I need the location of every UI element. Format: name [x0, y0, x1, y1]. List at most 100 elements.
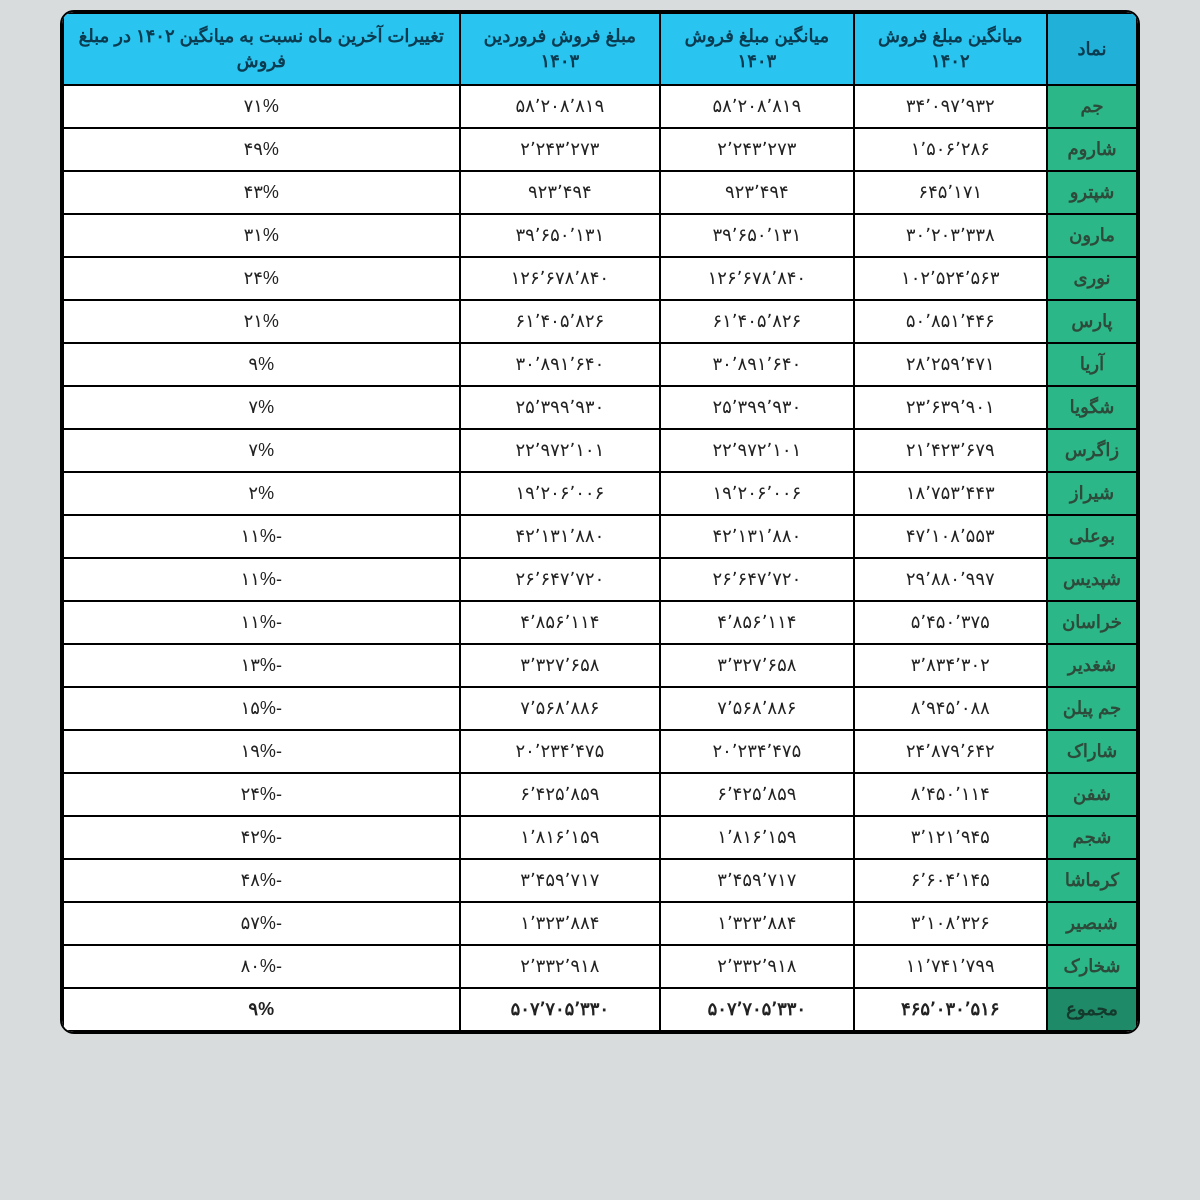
symbol-cell: شبصیر	[1047, 902, 1137, 945]
avg1403-cell: ۲۲٬۹۷۲٬۱۰۱	[660, 429, 853, 472]
farvardin1403-cell: ۳۹٬۶۵۰٬۱۳۱	[460, 214, 661, 257]
avg1402-cell: ۳٬۸۳۴٬۳۰۲	[854, 644, 1047, 687]
table-row: پارس۵۰٬۸۵۱٬۴۴۶۶۱٬۴۰۵٬۸۲۶۶۱٬۴۰۵٬۸۲۶۲۱%	[63, 300, 1137, 343]
avg1402-cell: ۱۱٬۷۴۱٬۷۹۹	[854, 945, 1047, 988]
avg1403-cell: ۳۰٬۸۹۱٬۶۴۰	[660, 343, 853, 386]
change-cell: -۱۳%	[63, 644, 460, 687]
avg1402-cell: ۱۸٬۷۵۳٬۴۴۳	[854, 472, 1047, 515]
avg1403-cell: ۶۱٬۴۰۵٬۸۲۶	[660, 300, 853, 343]
farvardin1403-cell: ۲٬۲۴۳٬۲۷۳	[460, 128, 661, 171]
table-row: خراسان۵٬۴۵۰٬۳۷۵۴٬۸۵۶٬۱۱۴۴٬۸۵۶٬۱۱۴-۱۱%	[63, 601, 1137, 644]
avg1403-cell: ۳٬۴۵۹٬۷۱۷	[660, 859, 853, 902]
avg1402-cell: ۴۶۵٬۰۳۰٬۵۱۶	[854, 988, 1047, 1031]
symbol-cell: بوعلی	[1047, 515, 1137, 558]
avg1402-cell: ۲۴٬۸۷۹٬۶۴۲	[854, 730, 1047, 773]
avg1403-cell: ۵۸٬۲۰۸٬۸۱۹	[660, 85, 853, 128]
sales-table-wrapper: نماد میانگین مبلغ فروش ۱۴۰۲ میانگین مبلغ…	[60, 10, 1140, 1034]
avg1402-cell: ۳۰٬۲۰۳٬۳۳۸	[854, 214, 1047, 257]
avg1403-cell: ۴٬۸۵۶٬۱۱۴	[660, 601, 853, 644]
change-cell: ۲۴%	[63, 257, 460, 300]
avg1402-cell: ۵۰٬۸۵۱٬۴۴۶	[854, 300, 1047, 343]
change-cell: ۳۱%	[63, 214, 460, 257]
table-row: شفن۸٬۴۵۰٬۱۱۴۶٬۴۲۵٬۸۵۹۶٬۴۲۵٬۸۵۹-۲۴%	[63, 773, 1137, 816]
avg1403-cell: ۹۲۳٬۴۹۴	[660, 171, 853, 214]
farvardin1403-cell: ۳٬۳۲۷٬۶۵۸	[460, 644, 661, 687]
table-row: جم۳۴٬۰۹۷٬۹۳۲۵۸٬۲۰۸٬۸۱۹۵۸٬۲۰۸٬۸۱۹۷۱%	[63, 85, 1137, 128]
symbol-cell: شفن	[1047, 773, 1137, 816]
change-cell: ۷%	[63, 386, 460, 429]
avg1403-cell: ۵۰۷٬۷۰۵٬۳۳۰	[660, 988, 853, 1031]
farvardin1403-cell: ۳۰٬۸۹۱٬۶۴۰	[460, 343, 661, 386]
avg1402-cell: ۳٬۱۲۱٬۹۴۵	[854, 816, 1047, 859]
change-cell: ۴۳%	[63, 171, 460, 214]
change-cell: -۱۱%	[63, 558, 460, 601]
avg1402-cell: ۸٬۹۴۵٬۰۸۸	[854, 687, 1047, 730]
symbol-cell: شیراز	[1047, 472, 1137, 515]
symbol-cell: شجم	[1047, 816, 1137, 859]
symbol-cell: شپترو	[1047, 171, 1137, 214]
table-body: جم۳۴٬۰۹۷٬۹۳۲۵۸٬۲۰۸٬۸۱۹۵۸٬۲۰۸٬۸۱۹۷۱%شاروم…	[63, 85, 1137, 1031]
avg1403-cell: ۲۵٬۳۹۹٬۹۳۰	[660, 386, 853, 429]
col-farvardin1403: مبلغ فروش فروردین ۱۴۰۳	[460, 13, 661, 85]
farvardin1403-cell: ۲۲٬۹۷۲٬۱۰۱	[460, 429, 661, 472]
avg1402-cell: ۵٬۴۵۰٬۳۷۵	[854, 601, 1047, 644]
avg1402-cell: ۶٬۶۰۴٬۱۴۵	[854, 859, 1047, 902]
farvardin1403-cell: ۱۲۶٬۶۷۸٬۸۴۰	[460, 257, 661, 300]
change-cell: -۱۹%	[63, 730, 460, 773]
symbol-cell: جم پیلن	[1047, 687, 1137, 730]
symbol-cell: شخارک	[1047, 945, 1137, 988]
avg1402-cell: ۲۸٬۲۵۹٬۴۷۱	[854, 343, 1047, 386]
sales-table: نماد میانگین مبلغ فروش ۱۴۰۲ میانگین مبلغ…	[62, 12, 1138, 1032]
header-row: نماد میانگین مبلغ فروش ۱۴۰۲ میانگین مبلغ…	[63, 13, 1137, 85]
symbol-cell: خراسان	[1047, 601, 1137, 644]
change-cell: -۴۸%	[63, 859, 460, 902]
change-cell: -۱۱%	[63, 601, 460, 644]
col-change: تغییرات آخرین ماه نسبت به میانگین ۱۴۰۲ د…	[63, 13, 460, 85]
symbol-cell: زاگرس	[1047, 429, 1137, 472]
avg1403-cell: ۴۲٬۱۳۱٬۸۸۰	[660, 515, 853, 558]
symbol-cell: آریا	[1047, 343, 1137, 386]
avg1402-cell: ۳۴٬۰۹۷٬۹۳۲	[854, 85, 1047, 128]
symbol-cell: پارس	[1047, 300, 1137, 343]
avg1403-cell: ۲٬۲۴۳٬۲۷۳	[660, 128, 853, 171]
table-row: بوعلی۴۷٬۱۰۸٬۵۵۳۴۲٬۱۳۱٬۸۸۰۴۲٬۱۳۱٬۸۸۰-۱۱%	[63, 515, 1137, 558]
change-cell: ۷%	[63, 429, 460, 472]
avg1402-cell: ۲۹٬۸۸۰٬۹۹۷	[854, 558, 1047, 601]
col-avg1403: میانگین مبلغ فروش ۱۴۰۳	[660, 13, 853, 85]
table-row: جم پیلن۸٬۹۴۵٬۰۸۸۷٬۵۶۸٬۸۸۶۷٬۵۶۸٬۸۸۶-۱۵%	[63, 687, 1137, 730]
avg1403-cell: ۱۲۶٬۶۷۸٬۸۴۰	[660, 257, 853, 300]
change-cell: -۲۴%	[63, 773, 460, 816]
farvardin1403-cell: ۷٬۵۶۸٬۸۸۶	[460, 687, 661, 730]
symbol-cell: مجموع	[1047, 988, 1137, 1031]
avg1403-cell: ۱٬۳۲۳٬۸۸۴	[660, 902, 853, 945]
symbol-cell: شغدیر	[1047, 644, 1137, 687]
change-cell: -۱۱%	[63, 515, 460, 558]
col-symbol: نماد	[1047, 13, 1137, 85]
avg1403-cell: ۶٬۴۲۵٬۸۵۹	[660, 773, 853, 816]
table-row: کرماشا۶٬۶۰۴٬۱۴۵۳٬۴۵۹٬۷۱۷۳٬۴۵۹٬۷۱۷-۴۸%	[63, 859, 1137, 902]
farvardin1403-cell: ۱۹٬۲۰۶٬۰۰۶	[460, 472, 661, 515]
change-cell: ۲۱%	[63, 300, 460, 343]
symbol-cell: جم	[1047, 85, 1137, 128]
table-row: شغدیر۳٬۸۳۴٬۳۰۲۳٬۳۲۷٬۶۵۸۳٬۳۲۷٬۶۵۸-۱۳%	[63, 644, 1137, 687]
avg1402-cell: ۱۰۲٬۵۲۴٬۵۶۳	[854, 257, 1047, 300]
change-cell: ۴۹%	[63, 128, 460, 171]
avg1403-cell: ۲۶٬۶۴۷٬۷۲۰	[660, 558, 853, 601]
avg1403-cell: ۲٬۳۳۲٬۹۱۸	[660, 945, 853, 988]
change-cell: ۲%	[63, 472, 460, 515]
farvardin1403-cell: ۲۶٬۶۴۷٬۷۲۰	[460, 558, 661, 601]
avg1402-cell: ۸٬۴۵۰٬۱۱۴	[854, 773, 1047, 816]
table-row: زاگرس۲۱٬۴۲۳٬۶۷۹۲۲٬۹۷۲٬۱۰۱۲۲٬۹۷۲٬۱۰۱۷%	[63, 429, 1137, 472]
change-cell: ۹%	[63, 988, 460, 1031]
symbol-cell: نوری	[1047, 257, 1137, 300]
symbol-cell: شاروم	[1047, 128, 1137, 171]
farvardin1403-cell: ۲۰٬۲۳۴٬۴۷۵	[460, 730, 661, 773]
symbol-cell: مارون	[1047, 214, 1137, 257]
avg1403-cell: ۳۹٬۶۵۰٬۱۳۱	[660, 214, 853, 257]
table-row: شیراز۱۸٬۷۵۳٬۴۴۳۱۹٬۲۰۶٬۰۰۶۱۹٬۲۰۶٬۰۰۶۲%	[63, 472, 1137, 515]
table-row: شاراک۲۴٬۸۷۹٬۶۴۲۲۰٬۲۳۴٬۴۷۵۲۰٬۲۳۴٬۴۷۵-۱۹%	[63, 730, 1137, 773]
farvardin1403-cell: ۵۸٬۲۰۸٬۸۱۹	[460, 85, 661, 128]
table-row: شخارک۱۱٬۷۴۱٬۷۹۹۲٬۳۳۲٬۹۱۸۲٬۳۳۲٬۹۱۸-۸۰%	[63, 945, 1137, 988]
table-row: آریا۲۸٬۲۵۹٬۴۷۱۳۰٬۸۹۱٬۶۴۰۳۰٬۸۹۱٬۶۴۰۹%	[63, 343, 1137, 386]
symbol-cell: شاراک	[1047, 730, 1137, 773]
